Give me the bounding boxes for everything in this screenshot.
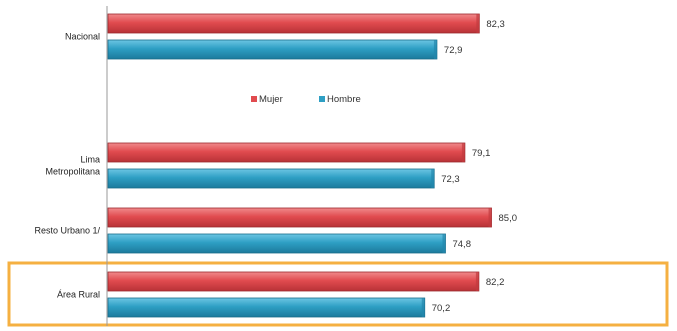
bar-cap-hombre-3: [421, 298, 425, 317]
category-label-line: Nacional: [65, 32, 100, 42]
bar-hombre-0: [107, 39, 438, 60]
category-label-1: Lima Metropolitana: [45, 155, 100, 177]
bars-group: [107, 13, 492, 318]
category-label-2: Resto Urbano 1/: [34, 226, 100, 236]
legend-label-hombre: Hombre: [327, 94, 361, 105]
category-label-line: Resto Urbano 1/: [34, 226, 100, 236]
highlight-box: [7, 261, 669, 327]
bar-cap-mujer-0: [476, 14, 480, 33]
bar-cap-hombre-1: [431, 169, 435, 188]
category-label-line: Metropolitana: [45, 167, 100, 177]
bar-cap-mujer-1: [461, 143, 465, 162]
bar-cap-mujer-2: [488, 208, 492, 227]
value-labels-group: 82,3 72,9 79,1 72,3 85,0 74,8 82,2 70,2: [432, 19, 517, 314]
category-label-line: Lima: [80, 155, 100, 165]
category-label-0: Nacional: [65, 32, 100, 42]
bar-hombre-3: [107, 297, 426, 318]
data-label-hombre-0: 72,9: [444, 45, 463, 56]
bar-mujer-2: [107, 207, 492, 228]
data-label-hombre-2: 74,8: [452, 239, 471, 250]
data-label-mujer-0: 82,3: [486, 19, 505, 30]
category-labels-group: Nacional Lima Metropolitana Resto Urbano 1/…: [34, 32, 100, 300]
data-label-mujer-3: 82,2: [486, 277, 505, 288]
legend-swatch-mujer: [251, 96, 257, 102]
legend-label-mujer: Mujer: [259, 94, 283, 105]
bar-mujer-3: [107, 271, 480, 292]
bar-cap-mujer-3: [475, 272, 479, 291]
legend: Mujer Hombre: [251, 94, 361, 105]
category-label-line: Área Rural: [57, 290, 100, 300]
data-label-mujer-2: 85,0: [499, 213, 518, 224]
bar-mujer-0: [107, 13, 480, 34]
legend-swatch-hombre: [319, 96, 325, 102]
bar-mujer-1: [107, 142, 466, 163]
bar-cap-hombre-0: [433, 40, 437, 59]
data-label-hombre-1: 72,3: [441, 174, 460, 185]
bar-cap-hombre-2: [442, 234, 446, 253]
category-label-3: Área Rural: [57, 290, 100, 300]
data-label-hombre-3: 70,2: [432, 303, 451, 314]
data-label-mujer-1: 79,1: [472, 148, 491, 159]
bar-hombre-2: [107, 233, 446, 254]
bar-hombre-1: [107, 168, 435, 189]
